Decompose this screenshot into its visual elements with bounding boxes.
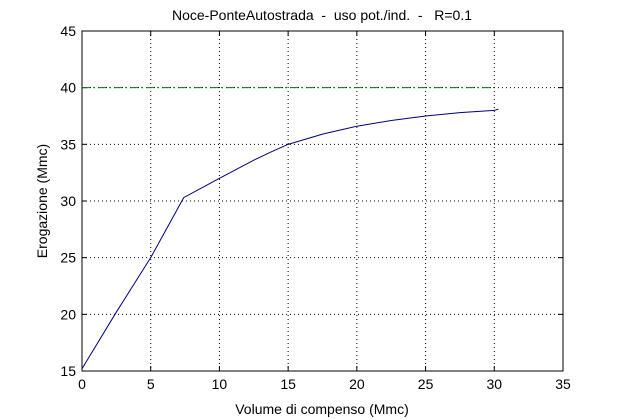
- x-tick-label: 15: [280, 376, 296, 392]
- y-tick-label: 40: [60, 80, 76, 96]
- x-tick-label: 0: [78, 376, 86, 392]
- y-tick-label: 35: [60, 136, 76, 152]
- y-tick-label: 25: [60, 250, 76, 266]
- y-tick-label: 15: [60, 363, 76, 379]
- x-axis-label: Volume di compenso (Mmc): [235, 401, 409, 417]
- x-tick-label: 10: [212, 376, 228, 392]
- x-tick-label: 35: [555, 376, 571, 392]
- y-axis-label: Erogazione (Mmc): [34, 144, 50, 258]
- y-tick-label: 20: [60, 306, 76, 322]
- x-tick-label: 25: [418, 376, 434, 392]
- chart-title: Noce-PonteAutostrada - uso pot./ind. - R…: [172, 7, 472, 23]
- data-line: [81, 108, 499, 369]
- x-tick-label: 5: [147, 376, 155, 392]
- y-tick-label: 45: [60, 23, 76, 39]
- x-tick-label: 20: [349, 376, 365, 392]
- axes-box: [81, 30, 564, 372]
- y-tick-label: 30: [60, 193, 76, 209]
- x-tick-label: 30: [486, 376, 502, 392]
